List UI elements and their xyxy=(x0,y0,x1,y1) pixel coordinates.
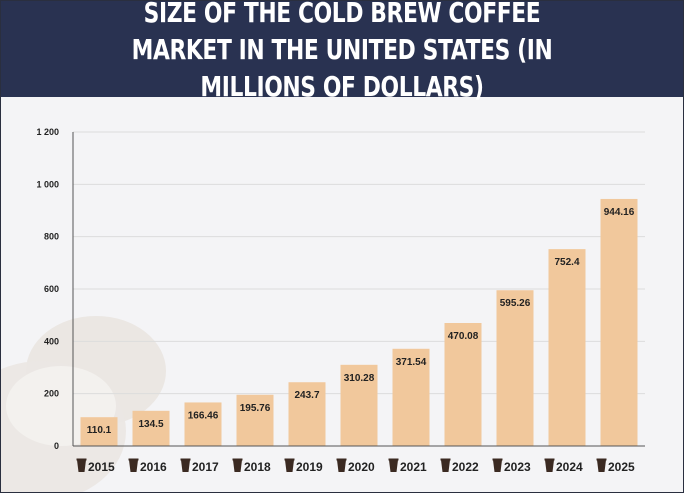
x-tick-2017: 2017 xyxy=(180,458,219,474)
x-tick-2015: 2015 xyxy=(76,458,115,474)
bar-chart: 110.1 134.5 166.46 195.76 243.7 310.28 371.54 4… xyxy=(36,127,645,474)
data-label: 470.08 xyxy=(448,331,479,342)
x-tick-2018: 2018 xyxy=(232,458,271,474)
coffee-cup-icon xyxy=(76,458,87,472)
bar-2017 xyxy=(184,402,222,446)
x-tick-label: 2017 xyxy=(192,460,219,474)
x-tick-2016: 2016 xyxy=(128,458,167,474)
x-tick-label: 2020 xyxy=(348,460,375,474)
y-tick-label: 800 xyxy=(44,232,59,242)
data-label: 595.26 xyxy=(500,298,531,309)
y-tick-label: 600 xyxy=(44,284,59,294)
coffee-cup-icon xyxy=(596,458,607,472)
bar-2021 xyxy=(392,348,430,446)
x-tick-2022: 2022 xyxy=(440,458,479,474)
data-label: 195.76 xyxy=(240,403,271,414)
x-tick-2021: 2021 xyxy=(388,458,427,474)
x-tick-2024: 2024 xyxy=(544,458,583,474)
bar-2022 xyxy=(444,322,482,446)
data-label: 134.5 xyxy=(138,419,163,430)
y-tick-label: 200 xyxy=(44,389,59,399)
bar-2020 xyxy=(340,364,378,446)
bar-2015 xyxy=(80,417,118,446)
coffee-cup-icon xyxy=(544,458,555,472)
bar-2024 xyxy=(548,249,586,446)
x-tick-label: 2021 xyxy=(400,460,427,474)
x-tick-2019: 2019 xyxy=(284,458,323,474)
data-label: 110.1 xyxy=(87,425,112,436)
x-tick-2020: 2020 xyxy=(336,458,375,474)
x-tick-2025: 2025 xyxy=(596,458,635,474)
coffee-cup-icon xyxy=(128,458,139,472)
y-tick-label: 400 xyxy=(44,336,59,346)
bar-2025 xyxy=(600,198,638,446)
y-tick-label: 1 000 xyxy=(36,179,59,189)
x-tick-label: 2024 xyxy=(556,460,583,474)
x-tick-label: 2025 xyxy=(608,460,635,474)
x-tick-label: 2023 xyxy=(504,460,531,474)
x-tick-label: 2022 xyxy=(452,460,479,474)
chart-title: SIZE OF THE COLD BREW COFFEE MARKET IN T… xyxy=(131,0,553,103)
data-label: 310.28 xyxy=(344,373,375,384)
bar-2018 xyxy=(236,394,274,446)
y-tick-label: 0 xyxy=(54,441,59,451)
y-tick-label: 1 200 xyxy=(36,127,59,137)
data-label: 166.46 xyxy=(188,410,219,421)
data-label: 243.7 xyxy=(294,390,319,401)
x-tick-2023: 2023 xyxy=(492,458,531,474)
data-label: 944.16 xyxy=(604,207,635,218)
title-banner: SIZE OF THE COLD BREW COFFEE MARKET IN T… xyxy=(1,1,683,103)
data-label: 371.54 xyxy=(396,357,427,368)
coffee-cup-icon xyxy=(492,458,503,472)
x-tick-label: 2015 xyxy=(88,460,115,474)
coffee-cup-icon xyxy=(284,458,295,472)
x-tick-label: 2019 xyxy=(296,460,323,474)
coffee-cup-icon xyxy=(388,458,399,472)
coffee-cup-icon xyxy=(336,458,347,472)
bar-2023 xyxy=(496,290,534,446)
bar-2016 xyxy=(132,410,170,446)
bar-2019 xyxy=(288,382,326,446)
x-tick-label: 2016 xyxy=(140,460,167,474)
coffee-cup-icon xyxy=(180,458,191,472)
x-tick-label: 2018 xyxy=(244,460,271,474)
data-label: 752.4 xyxy=(554,257,579,268)
coffee-cup-icon xyxy=(232,458,243,472)
coffee-cup-icon xyxy=(440,458,451,472)
